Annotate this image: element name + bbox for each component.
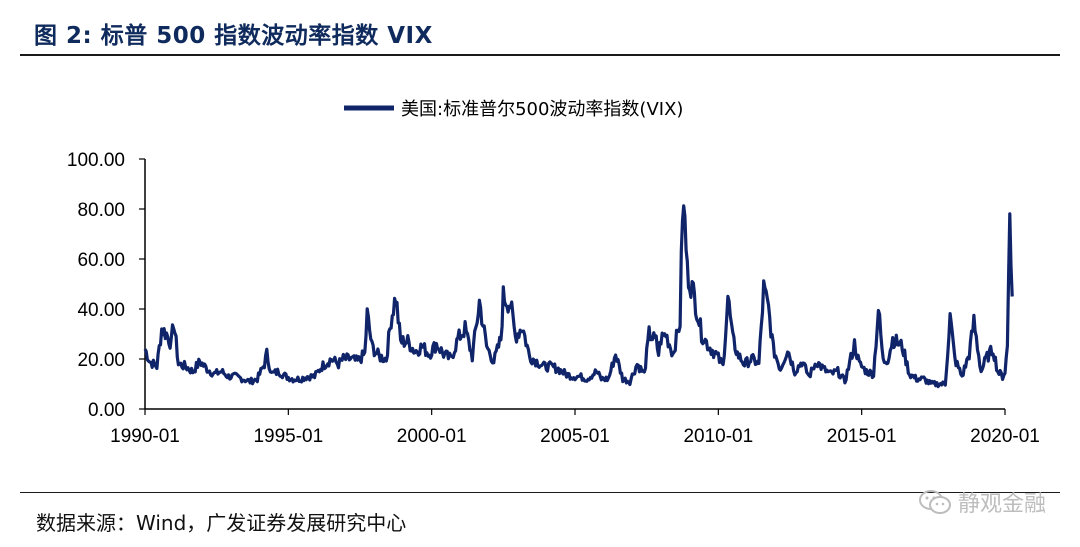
x-tick-label: 2015-01 (827, 426, 897, 447)
source-note: 数据来源：Wind，广发证券发展研究中心 (36, 511, 407, 535)
bottom-divider (20, 492, 1060, 493)
watermark-text: 静观金融 (957, 492, 1046, 517)
watermark: 静观金融 (918, 486, 1046, 518)
vix-line-chart: 美国:标准普尔500波动率指数(VIX) 0.00 20.00 40.00 60.00 8… (67, 99, 1040, 447)
y-tick-label: 40.00 (77, 300, 125, 321)
y-tick-label: 60.00 (77, 250, 125, 271)
y-tick-label: 20.00 (77, 350, 125, 371)
x-tick-label: 1995-01 (253, 426, 323, 447)
y-tick-label: 100.00 (67, 150, 125, 171)
x-tick-label: 2010-01 (683, 426, 753, 447)
series-line-vix (143, 204, 1014, 389)
y-tick-label: 80.00 (77, 200, 125, 221)
wechat-icon (918, 490, 951, 514)
figure-title: 图 2: 标普 500 指数波动率指数 VIX (34, 23, 433, 49)
legend-label: 美国:标准普尔500波动率指数(VIX) (401, 99, 683, 120)
x-tick-label: 2020-01 (970, 426, 1040, 447)
top-divider (20, 54, 1060, 56)
x-tick-label: 2005-01 (540, 426, 610, 447)
x-tick-label: 1990-01 (110, 426, 180, 447)
x-tick-label: 2000-01 (397, 426, 467, 447)
y-tick-label: 0.00 (88, 400, 125, 421)
